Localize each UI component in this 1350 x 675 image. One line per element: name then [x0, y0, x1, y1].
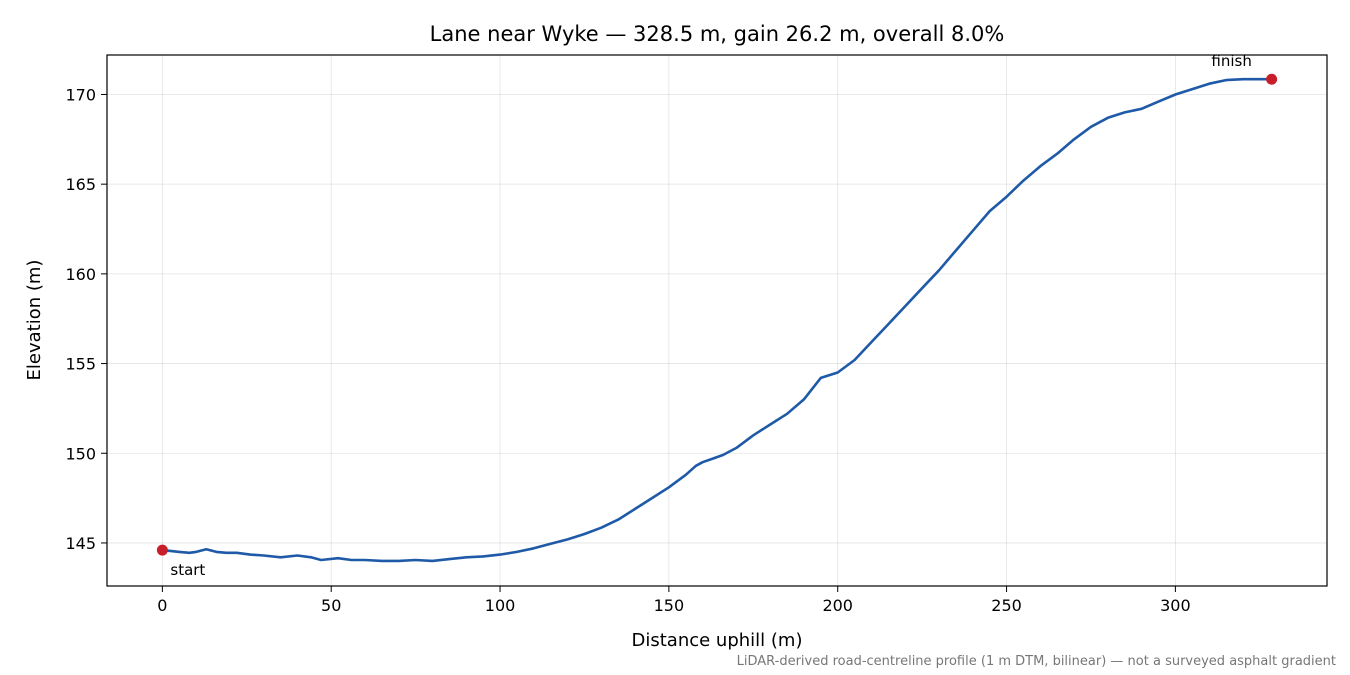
x-tick-label: 300: [1160, 596, 1191, 615]
y-tick-label: 145: [65, 534, 96, 553]
y-axis-ticks: 145 150 155 160 165 170: [65, 85, 107, 553]
start-label: start: [170, 561, 205, 579]
x-tick-label: 50: [321, 596, 341, 615]
plot-frame: [106, 54, 1328, 587]
x-tick-label: 150: [654, 596, 685, 615]
y-axis-label: Elevation (m): [24, 260, 45, 381]
y-tick-label: 155: [65, 355, 96, 374]
x-axis-ticks: 0 50 100 150 200 250 300: [157, 586, 1191, 615]
elevation-line: [161, 77, 1273, 563]
x-tick-label: 0: [157, 596, 167, 615]
chart-title: Lane near Wyke — 328.5 m, gain 26.2 m, o…: [430, 22, 1005, 46]
finish-marker: [1266, 73, 1278, 85]
y-tick-label: 160: [65, 265, 96, 284]
start-marker: [156, 544, 168, 556]
grid-lines: [107, 55, 1327, 586]
y-tick-label: 150: [65, 444, 96, 463]
series-lines: [161, 77, 1273, 563]
x-tick-label: 200: [822, 596, 853, 615]
x-tick-label: 100: [485, 596, 516, 615]
finish-label: finish: [1211, 52, 1251, 70]
y-tick-label: 165: [65, 175, 96, 194]
y-tick-label: 170: [65, 85, 96, 104]
endpoint-markers: start finish: [156, 52, 1278, 579]
x-axis-label: Distance uphill (m): [632, 630, 803, 651]
footnote: LiDAR-derived road-centreline profile (1…: [737, 654, 1336, 669]
x-tick-label: 250: [991, 596, 1022, 615]
